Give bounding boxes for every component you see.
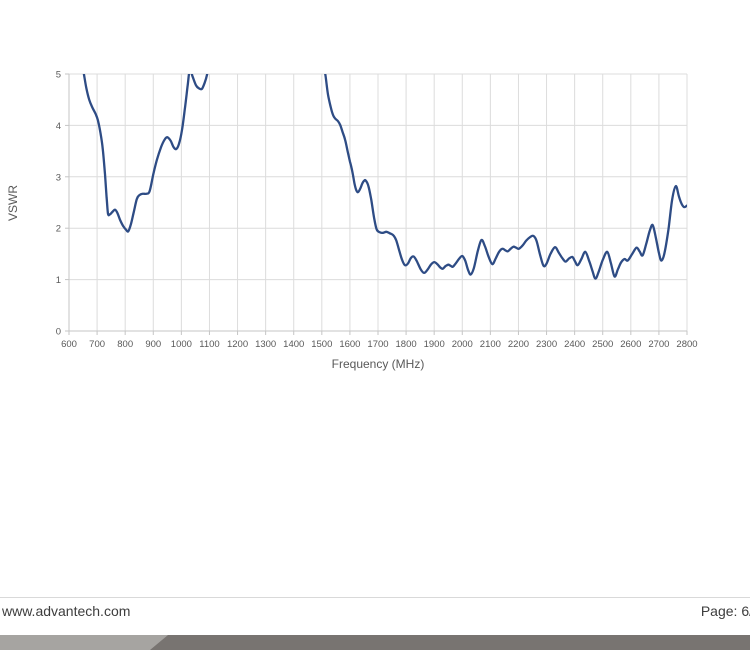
y-tick-label: 3 [56, 172, 61, 183]
x-tick-label: 1500 [311, 339, 332, 350]
y-tick-label: 5 [56, 70, 61, 81]
x-tick-label: 800 [117, 339, 133, 350]
x-tick-label: 2000 [452, 339, 473, 350]
x-tick-label: 1100 [199, 339, 219, 350]
y-tick-label: 2 [56, 224, 61, 235]
x-tick-label: 600 [61, 339, 77, 350]
x-tick-label: 2300 [536, 339, 557, 350]
x-tick-label: 2800 [676, 339, 697, 350]
y-tick-label: 1 [56, 275, 61, 286]
x-tick-label: 1900 [424, 339, 445, 350]
x-tick-label: 2600 [620, 339, 641, 350]
y-tick-label: 0 [56, 327, 61, 338]
footer-bar [0, 635, 750, 650]
y-axis-title: VSWR [6, 185, 20, 221]
x-tick-label: 2700 [648, 339, 669, 350]
x-tick-label: 1300 [255, 339, 276, 350]
vswr-chart: 600 700 800 900 1000 1100 1200 1300 1400 1500 1600… [6, 70, 698, 372]
x-axis-title: Frequency (MHz) [331, 357, 425, 371]
vswr-series-line [82, 74, 687, 280]
x-tick-label: 1800 [396, 339, 417, 350]
x-tick-label: 700 [89, 339, 105, 350]
x-tick-label: 1400 [283, 339, 304, 350]
footer-bar-light-segment [0, 635, 168, 650]
vswr-chart-canvas: 600 700 800 900 1000 1100 1200 1300 1400 1500 1600… [56, 70, 698, 351]
x-tick-label: 2100 [480, 339, 501, 350]
y-tick-label: 4 [56, 121, 61, 132]
x-tick-label: 1700 [367, 339, 388, 350]
x-tick-label: 2200 [508, 339, 529, 350]
footer-bar-dark-segment [0, 635, 750, 650]
x-tick-label: 2400 [564, 339, 585, 350]
x-tick-label: 900 [145, 339, 161, 350]
footer-divider [0, 597, 750, 598]
footer-website-link[interactable]: www.advantech.com [2, 603, 131, 619]
x-tick-label: 1000 [171, 339, 192, 350]
x-tick-label: 1600 [339, 339, 360, 350]
x-tick-label: 2500 [592, 339, 613, 350]
x-tick-label: 1200 [227, 339, 248, 350]
page-number-label: Page: 6/ [700, 603, 750, 619]
